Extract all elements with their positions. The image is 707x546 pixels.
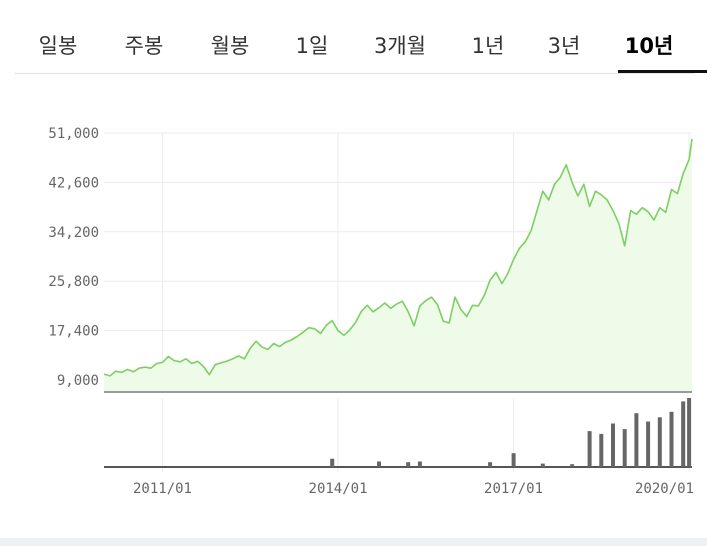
price-area bbox=[104, 138, 692, 392]
x-tick-label: 2014/01 bbox=[309, 481, 368, 497]
volume-bar bbox=[330, 458, 335, 467]
y-tick-label: 51,000 bbox=[48, 126, 99, 142]
x-tick-label: 2020/01 bbox=[635, 481, 694, 497]
tab-1-day[interactable]: 1일 bbox=[295, 34, 329, 58]
volume-bar bbox=[511, 453, 516, 467]
y-tick-label: 17,400 bbox=[48, 324, 99, 340]
volume-bar bbox=[681, 401, 686, 467]
volume-bar bbox=[611, 423, 615, 467]
volume-bar bbox=[540, 463, 545, 468]
volume-bar bbox=[657, 417, 662, 467]
volume-bar bbox=[570, 464, 575, 467]
period-tabs: 일봉 주봉 월봉 1일 3개월 1년 3년 10년 bbox=[14, 0, 707, 74]
volume-bar bbox=[687, 398, 692, 467]
y-tick-label: 25,800 bbox=[48, 274, 99, 290]
volume-bar bbox=[669, 411, 674, 467]
volume-bar bbox=[646, 421, 651, 467]
volume-bar bbox=[599, 433, 604, 467]
active-tab-indicator bbox=[618, 70, 707, 73]
tab-3-year[interactable]: 3년 bbox=[547, 34, 581, 58]
volume-bar bbox=[406, 462, 411, 467]
tab-3-month[interactable]: 3개월 bbox=[373, 34, 427, 58]
y-tick-label: 9,000 bbox=[57, 373, 99, 389]
y-tick-label: 42,600 bbox=[48, 175, 99, 191]
volume-bar bbox=[417, 461, 422, 467]
tab-10-year[interactable]: 10년 bbox=[624, 34, 674, 58]
tab-daily[interactable]: 일봉 bbox=[38, 34, 78, 58]
tab-weekly[interactable]: 주봉 bbox=[124, 34, 164, 58]
volume-bar bbox=[587, 431, 592, 467]
footer-band bbox=[0, 538, 707, 546]
tab-1-year[interactable]: 1년 bbox=[471, 34, 505, 58]
x-tick-label: 2011/01 bbox=[133, 481, 192, 497]
volume-bar bbox=[377, 461, 381, 467]
tab-monthly[interactable]: 월봉 bbox=[210, 34, 250, 58]
y-tick-label: 34,200 bbox=[48, 225, 99, 241]
volume-bar bbox=[634, 413, 639, 467]
x-tick-label: 2017/01 bbox=[484, 481, 543, 497]
price-line bbox=[103, 138, 693, 377]
volume-bar bbox=[488, 462, 493, 467]
volume-bar bbox=[622, 429, 627, 468]
